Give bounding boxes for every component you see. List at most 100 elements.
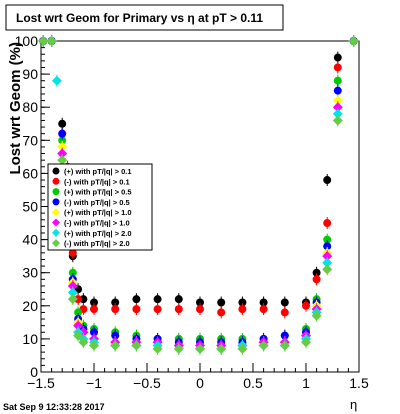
x-tick-label: −1 — [86, 375, 102, 391]
data-point — [312, 268, 321, 277]
x-axis-label: η — [350, 397, 357, 412]
data-point — [301, 337, 311, 348]
y-tick-label: 10 — [22, 331, 38, 347]
data-point — [332, 115, 343, 126]
data-point — [51, 75, 62, 86]
data-point — [322, 251, 333, 262]
legend-marker — [52, 218, 60, 227]
data-point — [323, 219, 332, 228]
data-point — [46, 36, 57, 46]
timestamp: Sat Sep 9 12:33:28 2017 — [3, 402, 105, 412]
data-point — [58, 136, 67, 145]
legend-label: (+) with pT/|q| > 0.1 — [64, 167, 132, 176]
data-point — [110, 340, 121, 351]
legend-label: (-) with pT/|q| > 1.0 — [64, 219, 130, 228]
data-point — [323, 235, 332, 244]
legend-marker — [52, 188, 60, 196]
data-point — [195, 343, 205, 354]
data-point — [73, 330, 84, 341]
x-tick-label: −1.5 — [27, 375, 55, 391]
data-point — [57, 155, 68, 166]
data-point — [237, 343, 248, 354]
data-point — [58, 129, 67, 138]
data-point — [322, 264, 333, 275]
y-tick-label: 90 — [22, 66, 38, 82]
legend-marker — [52, 208, 60, 217]
legend-label: (-) with pT/|q| > 2.0 — [64, 239, 130, 248]
data-point — [67, 287, 78, 298]
data-point — [279, 340, 290, 351]
axis-ticks: −1.5 −1 −0.5 0 0.5 1 1.5 0 10 20 30 40 50 60 70 80 90 100 — [15, 33, 369, 391]
y-tick-label: 0 — [30, 364, 38, 380]
data-point — [259, 305, 268, 314]
legend-marker — [52, 167, 60, 175]
data-point — [173, 343, 184, 354]
data-point — [132, 295, 141, 304]
data-point — [196, 305, 204, 314]
legend-marker — [52, 198, 60, 206]
data-point — [67, 294, 78, 305]
data-point — [333, 63, 342, 72]
data-point — [216, 343, 227, 354]
data-point — [153, 295, 162, 304]
y-tick-label: 40 — [22, 232, 38, 248]
data-point — [90, 328, 98, 337]
data-point — [259, 298, 268, 307]
data-point — [302, 301, 310, 310]
data-point — [174, 305, 183, 314]
title-box — [5, 4, 284, 31]
data-point — [132, 305, 141, 314]
chart-title: Lost wrt Geom for Primary vs η at pT > 0… — [16, 11, 263, 25]
y-tick-label: 70 — [22, 132, 38, 148]
data-point — [333, 53, 342, 62]
data-point — [57, 141, 68, 152]
data-point — [333, 86, 342, 95]
data-series — [38, 35, 359, 355]
y-axis-label: Lost wrt Geom (%) — [7, 42, 24, 175]
data-point — [152, 343, 163, 354]
legend-marker — [52, 228, 60, 237]
data-point — [238, 298, 247, 307]
data-point — [332, 95, 343, 106]
data-point — [174, 295, 183, 304]
legend-label: (+) with pT/|q| > 2.0 — [64, 229, 132, 238]
data-point — [78, 337, 89, 348]
data-point — [111, 331, 120, 340]
data-point — [311, 310, 322, 321]
y-tick-label: 50 — [22, 199, 38, 215]
data-point — [111, 298, 120, 307]
data-point — [348, 36, 359, 46]
legend-box — [47, 163, 153, 251]
data-point — [74, 308, 83, 317]
data-point — [131, 340, 142, 351]
data-point — [238, 305, 247, 314]
data-point — [323, 176, 332, 185]
data-point — [153, 305, 162, 314]
legend-marker — [52, 177, 60, 185]
data-point — [90, 305, 98, 314]
data-point — [74, 295, 83, 304]
x-tick-label: 0.5 — [243, 375, 263, 391]
data-point — [322, 257, 333, 268]
data-point — [38, 36, 49, 46]
y-tick-label: 80 — [22, 99, 38, 115]
x-tick-label: 1 — [302, 375, 310, 391]
data-point — [90, 298, 98, 307]
data-point — [68, 268, 77, 277]
data-point — [217, 298, 226, 307]
data-point — [280, 298, 289, 307]
legend-label: (-) with pT/|q| > 0.5 — [64, 198, 130, 207]
data-point — [89, 340, 99, 351]
x-tick-label: −0.5 — [133, 375, 161, 391]
data-point — [333, 76, 342, 85]
y-tick-label: 60 — [22, 165, 38, 181]
x-tick-label: 0 — [196, 375, 204, 391]
legend-label: (-) with pT/|q| > 0.1 — [64, 177, 130, 186]
data-point — [332, 108, 343, 119]
y-tick-label: 30 — [22, 265, 38, 281]
data-point — [217, 308, 226, 317]
legend: (+) with pT/|q| > 0.1(-) with pT/|q| > 0… — [47, 163, 153, 251]
data-point — [67, 280, 78, 291]
data-point — [280, 331, 289, 340]
